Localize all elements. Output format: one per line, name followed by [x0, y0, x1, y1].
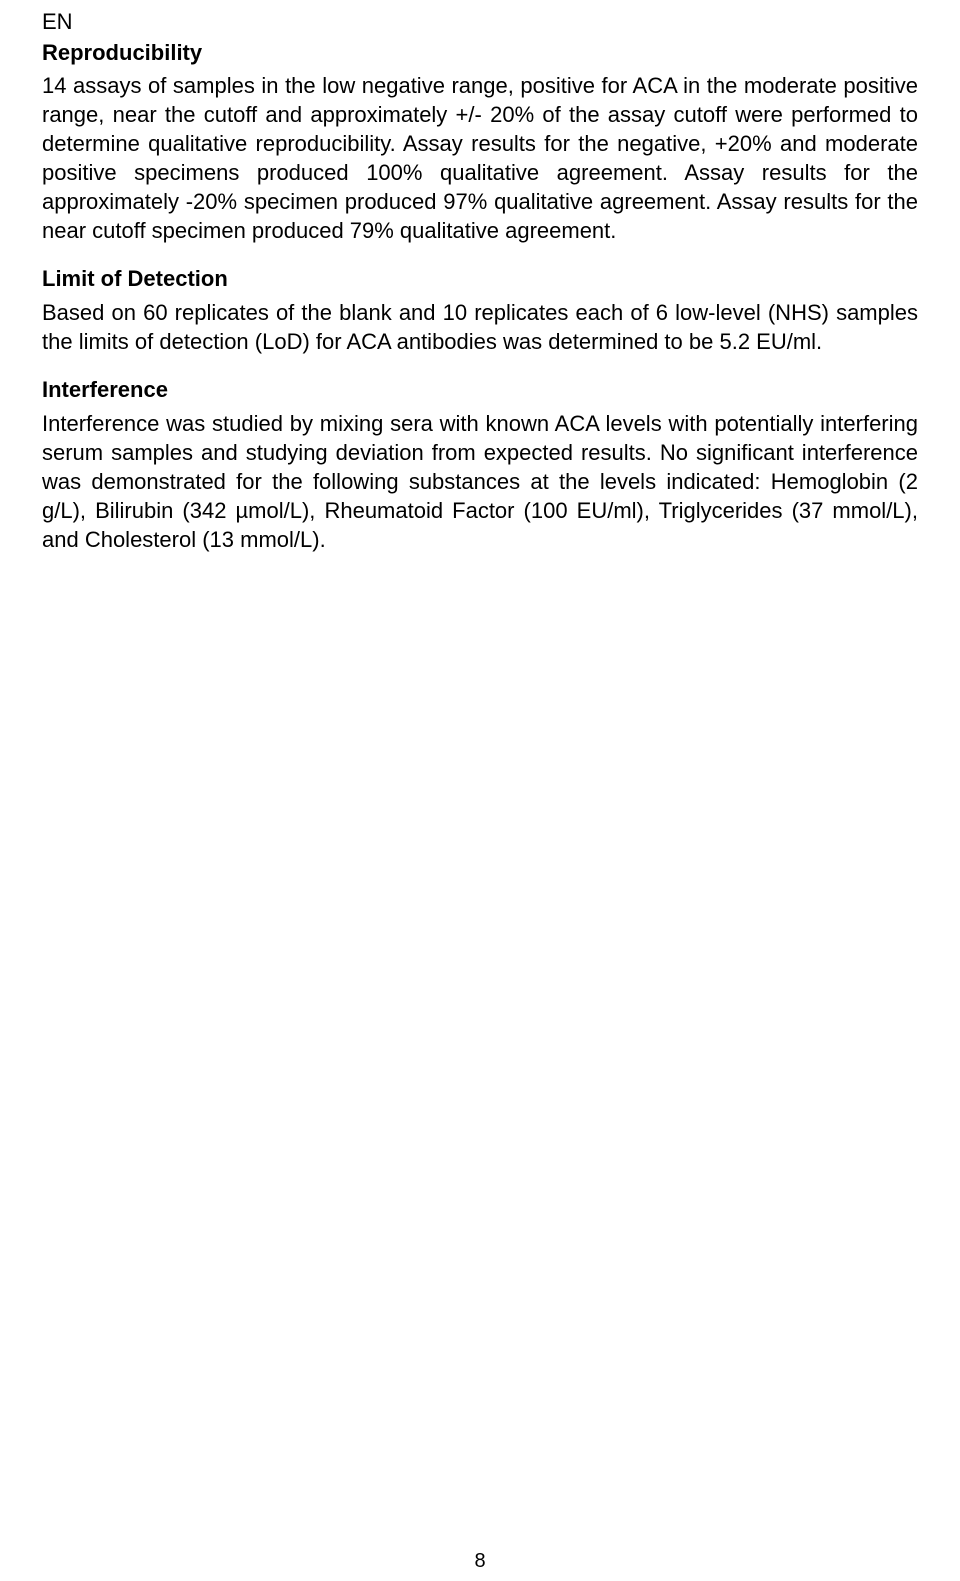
- section-heading-limit-of-detection: Limit of Detection: [42, 265, 918, 294]
- section-heading-reproducibility: Reproducibility: [42, 39, 918, 68]
- section-body-limit-of-detection: Based on 60 replicates of the blank and …: [42, 298, 918, 356]
- section-heading-interference: Interference: [42, 376, 918, 405]
- document-page: EN Reproducibility 14 assays of samples …: [0, 0, 960, 554]
- section-body-reproducibility: 14 assays of samples in the low negative…: [42, 71, 918, 245]
- section-body-interference: Interference was studied by mixing sera …: [42, 409, 918, 554]
- language-code: EN: [42, 8, 918, 37]
- page-number: 8: [0, 1550, 960, 1573]
